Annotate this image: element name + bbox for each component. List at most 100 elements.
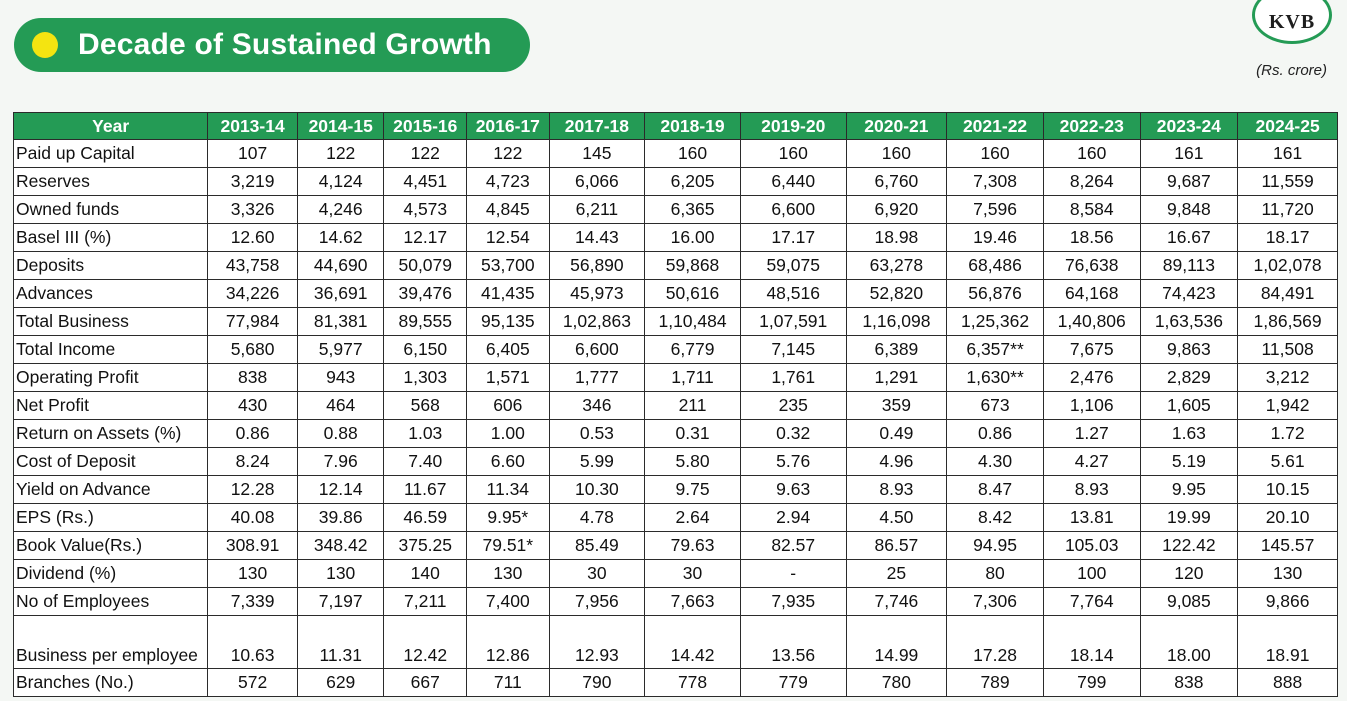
table-cell: 56,876 [946, 279, 1044, 308]
table-cell: 0.86 [207, 419, 298, 448]
table-cell: 4.27 [1042, 447, 1141, 476]
table-row: Total Business 77,984 81,381 89,555 95,135 1,… [12, 307, 1338, 336]
year-header: 2014-15 [296, 112, 385, 140]
table-cell: 107 [207, 139, 298, 168]
table-cell: 6,760 [845, 167, 948, 196]
title-banner: Decade of Sustained Growth [14, 18, 530, 72]
table-cell: 1,605 [1139, 391, 1239, 420]
table-cell: 145.57 [1237, 531, 1338, 560]
table-cell: 84,491 [1237, 279, 1338, 308]
table-cell: 59,075 [739, 251, 847, 280]
table-row: No of Employees 7,339 7,197 7,211 7,400 7,956… [12, 587, 1338, 616]
table-cell: 18.14 [1042, 615, 1141, 669]
table-cell: 711 [466, 668, 550, 697]
table-cell: 11.67 [383, 475, 468, 504]
table-cell: 11,720 [1237, 195, 1338, 224]
row-label: Deposits [12, 251, 209, 280]
table-cell: 1.63 [1139, 419, 1239, 448]
year-header: 2023-24 [1139, 112, 1239, 140]
table-cell: 1,07,591 [739, 307, 847, 336]
table-cell: 160 [946, 139, 1044, 168]
table-cell: 4.50 [845, 503, 948, 532]
table-cell: 2.64 [644, 503, 741, 532]
table-cell: 18.98 [845, 223, 948, 252]
table-row: Net Profit 430 464 568 606 346 211 235 359 673 1,1… [12, 391, 1338, 420]
table-cell: 9,863 [1139, 335, 1239, 364]
table-cell: 211 [644, 391, 741, 420]
table-cell: 778 [644, 668, 741, 697]
growth-table: Year 2013-14 2014-15 2015-16 2016-17 2017-18… [12, 112, 1338, 697]
table-cell: 46.59 [383, 503, 468, 532]
table-cell: 140 [383, 559, 468, 588]
table-cell: 17.17 [739, 223, 847, 252]
table-cell: 41,435 [466, 279, 550, 308]
table-cell: 7,675 [1042, 335, 1141, 364]
table-cell: 12.60 [207, 223, 298, 252]
table-cell: 6,405 [466, 335, 550, 364]
table-cell: 19.99 [1139, 503, 1239, 532]
table-cell: 130 [296, 559, 385, 588]
table-cell: 1,761 [739, 363, 847, 392]
table-cell: 160 [644, 139, 741, 168]
bullet-dot-icon [32, 32, 58, 58]
table-cell: 44,690 [296, 251, 385, 280]
table-cell: 1.00 [466, 419, 550, 448]
table-cell: 7,339 [207, 587, 298, 616]
table-cell: 39,476 [383, 279, 468, 308]
table-cell: 122 [383, 139, 468, 168]
table-cell: 64,168 [1042, 279, 1141, 308]
table-row: Branches (No.) 572 629 667 711 790 778 779 780 78… [12, 668, 1338, 697]
table-cell: 120 [1139, 559, 1239, 588]
table-cell: 1,303 [383, 363, 468, 392]
table-cell: 0.32 [739, 419, 847, 448]
table-cell: 122 [296, 139, 385, 168]
table-cell: 7,197 [296, 587, 385, 616]
table-cell: 4,246 [296, 195, 385, 224]
table-body: Paid up Capital 107 122 122 122 145 160 160 160 1… [12, 139, 1338, 697]
table-row: Yield on Advance 12.28 12.14 11.67 11.34 10.3… [12, 475, 1338, 504]
table-cell: 9.95* [466, 503, 550, 532]
table-cell: 1,571 [466, 363, 550, 392]
row-label: Cost of Deposit [12, 447, 209, 476]
table-cell: 18.56 [1042, 223, 1141, 252]
table-cell: 13.56 [739, 615, 847, 669]
table-cell: 235 [739, 391, 847, 420]
year-header: 2013-14 [207, 112, 298, 140]
table-cell: 14.62 [296, 223, 385, 252]
row-label: Basel III (%) [12, 223, 209, 252]
year-header: 2017-18 [548, 112, 646, 140]
table-cell: 6,600 [548, 335, 646, 364]
logo-text: KVB [1268, 10, 1316, 33]
table-cell: 12.17 [383, 223, 468, 252]
table-cell: 1,25,362 [946, 307, 1044, 336]
table-cell: 12.42 [383, 615, 468, 669]
table-row: Business per employee 10.63 11.31 12.42 12.8… [12, 615, 1338, 669]
table-cell: 7,308 [946, 167, 1044, 196]
table-cell: 8,584 [1042, 195, 1141, 224]
table-cell: 145 [548, 139, 646, 168]
table-cell: 7,211 [383, 587, 468, 616]
table-cell: 7,306 [946, 587, 1044, 616]
table-cell: 3,212 [1237, 363, 1338, 392]
year-header: 2021-22 [946, 112, 1044, 140]
table-cell: 56,890 [548, 251, 646, 280]
table-cell: 8.24 [207, 447, 298, 476]
row-label: Reserves [12, 167, 209, 196]
table-cell: 7,145 [739, 335, 847, 364]
table-cell: 130 [207, 559, 298, 588]
table-cell: 14.43 [548, 223, 646, 252]
table-cell: 7,400 [466, 587, 550, 616]
table-cell: 7,764 [1042, 587, 1141, 616]
table-cell: 16.67 [1139, 223, 1239, 252]
table-cell: 3,326 [207, 195, 298, 224]
row-label: EPS (Rs.) [12, 503, 209, 532]
table-cell: 19.46 [946, 223, 1044, 252]
table-cell: 4,723 [466, 167, 550, 196]
table-cell: 572 [207, 668, 298, 697]
table-cell: 5.61 [1237, 447, 1338, 476]
table-cell: 95,135 [466, 307, 550, 336]
table-cell: 5,977 [296, 335, 385, 364]
table-cell: 6,365 [644, 195, 741, 224]
table-cell: 1,02,863 [548, 307, 646, 336]
table-cell: 8.47 [946, 475, 1044, 504]
